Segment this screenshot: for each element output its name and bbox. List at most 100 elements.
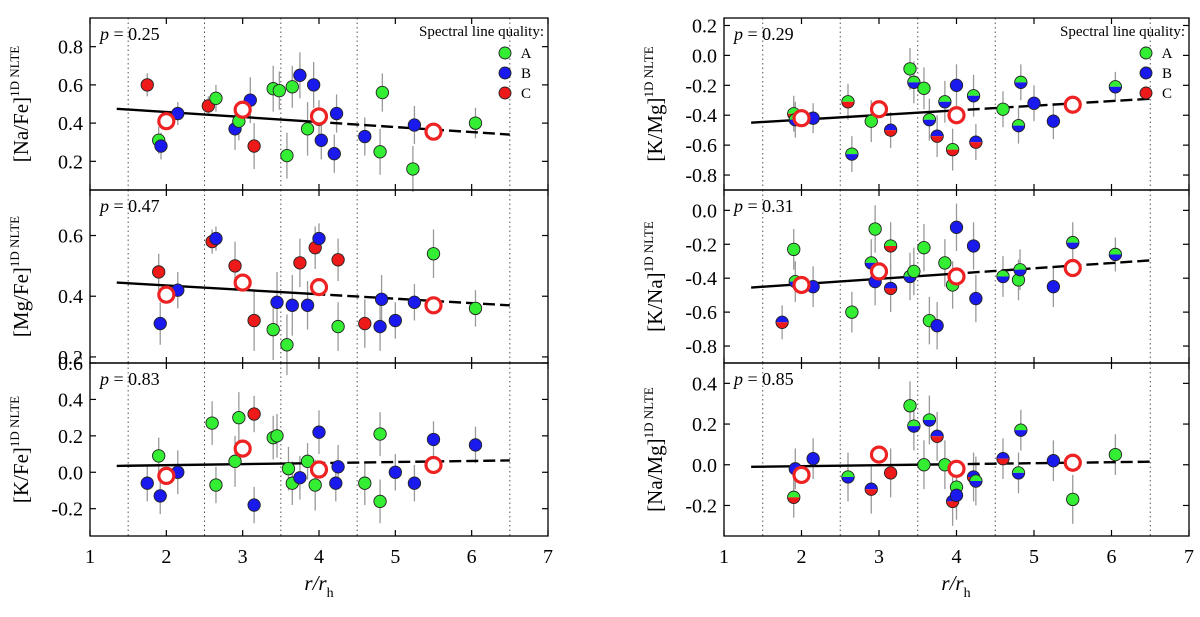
binned-mean <box>233 100 252 119</box>
data-point-A <box>308 478 322 492</box>
data-point-bottom-half <box>969 481 983 488</box>
x-tick-label: 1 <box>719 546 729 568</box>
data-point-B <box>949 220 964 234</box>
data-point-B <box>153 316 167 331</box>
data-point-top-half <box>1013 263 1027 270</box>
panel-4: -0.8 -0.6 -0.4 -0.2 0.0 0.2 [K/Mg]1D NLTE p = 0… <box>641 15 1190 191</box>
binned-mean <box>1063 95 1082 114</box>
y-tick-label: 0.4 <box>58 113 83 135</box>
data-point-B <box>1046 280 1061 294</box>
data-point-top-half <box>1109 80 1122 87</box>
x-tick-label: 3 <box>238 546 248 568</box>
data-point-A <box>331 319 345 334</box>
data-point-A <box>266 322 280 337</box>
data-point-C <box>228 259 242 273</box>
data-point-A <box>845 305 859 319</box>
x-tick-label: 4 <box>952 546 962 568</box>
data-point-A <box>373 494 387 509</box>
data-point-bottom-half <box>930 436 944 443</box>
fit-line-dashed <box>313 120 510 136</box>
data-point-bottom-half <box>841 101 855 108</box>
data-point-outline <box>930 129 944 143</box>
y-tick-label: -0.4 <box>685 268 717 290</box>
data-point-top-half <box>967 89 980 96</box>
y-tick-label: 0.6 <box>58 75 83 97</box>
data-point-outline <box>883 281 898 296</box>
data-point-outline <box>938 95 952 109</box>
data-point-A <box>280 148 294 163</box>
data-point-A <box>868 222 882 236</box>
data-point-AB <box>969 474 983 488</box>
data-point-B <box>374 292 389 306</box>
data-point-B <box>293 471 307 485</box>
data-point-bottom-half <box>907 426 921 433</box>
y-tick-label: 0.2 <box>58 426 83 448</box>
data-point-C <box>331 253 345 267</box>
data-point-bottom-half <box>930 136 944 143</box>
data-point-A <box>232 410 246 425</box>
legend-marker-B <box>498 66 512 80</box>
data-point-AB <box>922 413 937 427</box>
fit-line-dashed <box>950 259 1151 276</box>
y-tick-label: 0.0 <box>692 455 717 477</box>
y-tick-label: 0.0 <box>692 45 717 67</box>
data-point-top-half <box>775 316 789 323</box>
data-point-C <box>293 256 307 270</box>
data-point-outline <box>1011 119 1026 133</box>
binned-mean <box>869 445 889 464</box>
legend-label-C: C <box>521 86 531 102</box>
y-tick-label: 0.8 <box>58 37 83 59</box>
data-point-A <box>205 416 219 430</box>
data-point-top-half <box>1014 423 1028 431</box>
data-point-top-half <box>938 95 952 102</box>
binned-mean <box>424 455 443 475</box>
y-tick-label: -0.2 <box>685 234 717 256</box>
data-point-bottom-half <box>1109 86 1122 93</box>
data-point-top-half <box>907 76 921 83</box>
data-point-BC <box>864 482 878 496</box>
data-point-B <box>247 498 261 512</box>
data-point-B <box>358 129 372 144</box>
binned-mean <box>157 112 176 131</box>
data-point-top-half <box>787 491 800 498</box>
data-point-outline <box>775 315 789 329</box>
y-tick-label: 0.6 <box>58 353 83 375</box>
data-point-B <box>407 295 422 309</box>
data-point-B <box>154 139 168 153</box>
data-point-outline <box>1014 75 1028 89</box>
data-point-A <box>1066 492 1080 507</box>
data-point-A <box>228 454 242 468</box>
data-point-A <box>281 461 296 476</box>
data-point-A <box>209 91 223 105</box>
y-tick-label: -0.6 <box>685 302 717 324</box>
p-value-annotation: p = 0.83 <box>98 369 160 389</box>
data-point-A <box>1108 447 1123 462</box>
data-point-top-half <box>996 270 1010 277</box>
data-point-C <box>247 407 261 421</box>
data-point-bottom-half <box>946 501 959 508</box>
data-point-BC <box>930 429 944 443</box>
data-point-bottom-half <box>787 497 800 504</box>
legend-label-C: C <box>1162 86 1172 102</box>
data-point-top-half <box>923 413 936 420</box>
data-point-C <box>247 313 261 328</box>
data-point-outline <box>883 123 898 137</box>
data-point-bottom-half <box>845 154 859 161</box>
data-point-bottom-half <box>884 245 897 253</box>
data-point-top-half <box>1014 76 1028 83</box>
data-point-AC <box>945 142 960 157</box>
data-point-A <box>996 102 1010 116</box>
data-point-bottom-half <box>938 101 952 108</box>
x-tick-label: 2 <box>161 546 171 568</box>
data-point-outline <box>930 429 944 443</box>
data-point-AC <box>787 490 801 504</box>
data-point-top-half <box>884 123 897 131</box>
y-tick-label: -0.6 <box>685 135 717 157</box>
x-tick-label: 6 <box>1107 546 1117 568</box>
x-tick-label: 2 <box>797 546 807 568</box>
data-point-bottom-half <box>1012 125 1025 132</box>
binned-mean <box>309 278 329 297</box>
binned-mean <box>947 106 966 125</box>
data-point-bottom-half <box>1014 82 1028 89</box>
data-point-AB <box>1014 75 1028 89</box>
